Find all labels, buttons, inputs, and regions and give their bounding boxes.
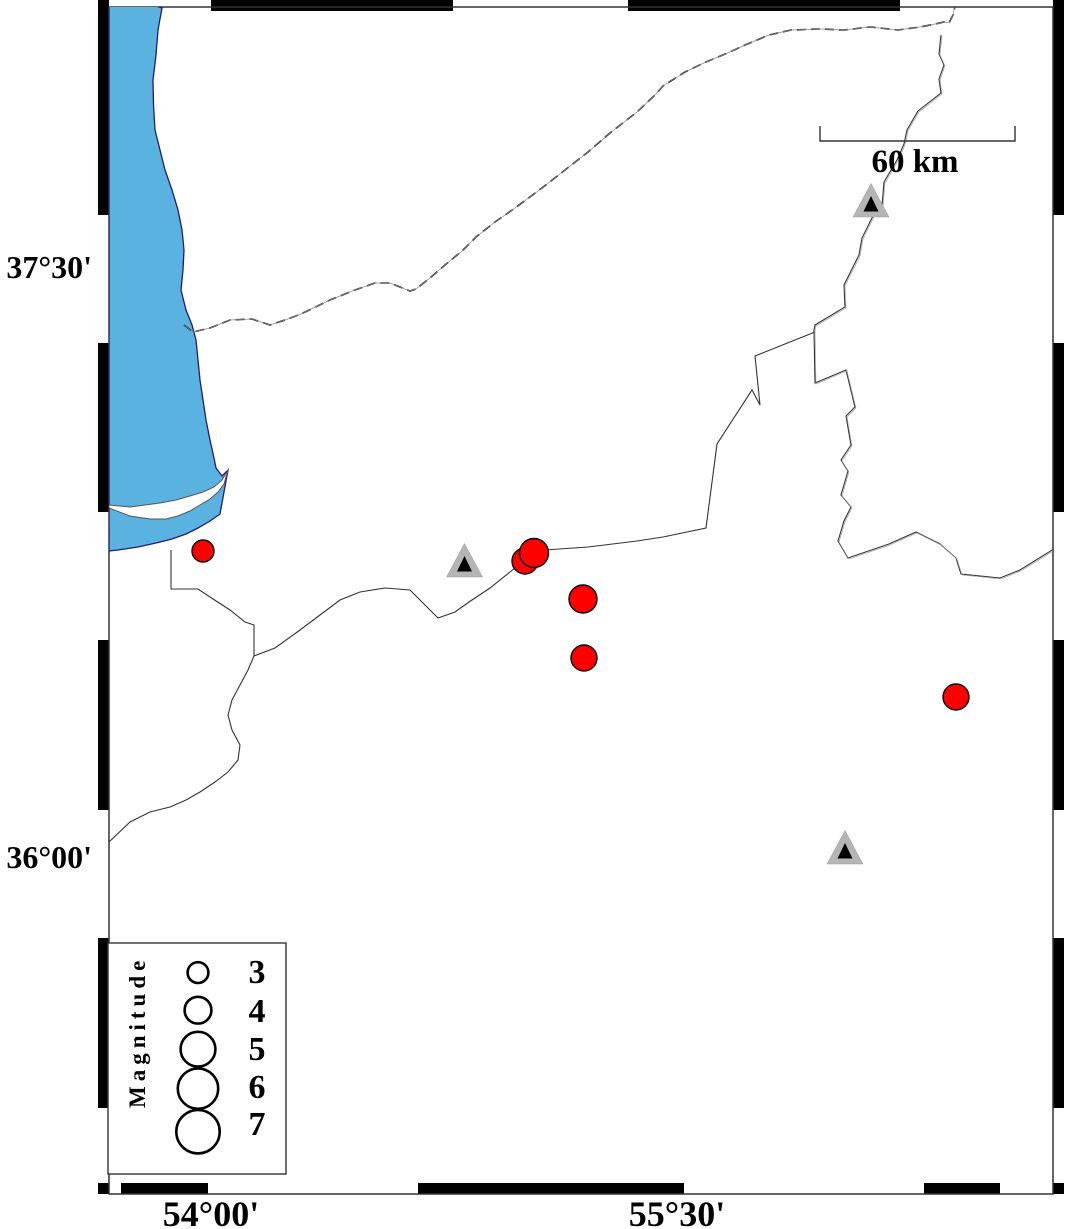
svg-text:36°00': 36°00' — [6, 839, 92, 875]
svg-text:3: 3 — [249, 954, 266, 991]
svg-text:37°30': 37°30' — [6, 249, 92, 285]
svg-text:4: 4 — [249, 993, 266, 1030]
svg-text:7: 7 — [249, 1106, 266, 1143]
svg-text:5: 5 — [249, 1031, 266, 1068]
svg-text:Magnitude: Magnitude — [125, 956, 150, 1108]
svg-text:60 km: 60 km — [871, 144, 958, 180]
svg-text:55°30': 55°30' — [629, 1194, 725, 1229]
svg-text:6: 6 — [249, 1069, 266, 1106]
svg-text:54°00': 54°00' — [163, 1194, 259, 1229]
